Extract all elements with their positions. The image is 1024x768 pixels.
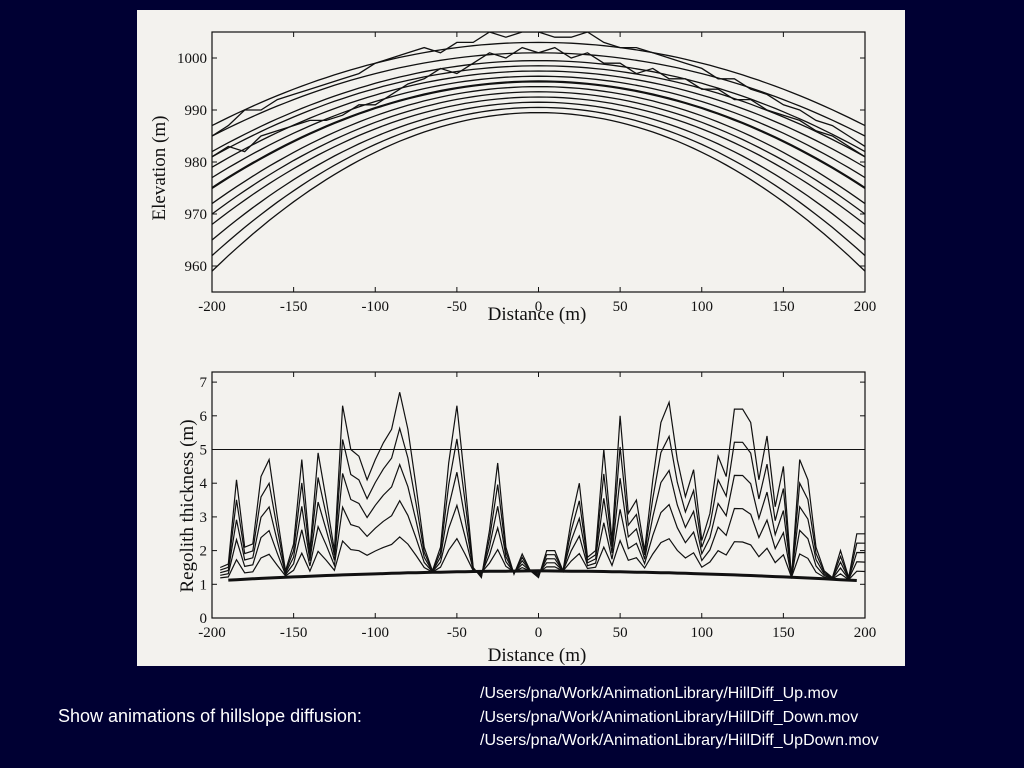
x-tick-label: 0	[535, 299, 543, 315]
y-tick-label: 990	[185, 103, 208, 119]
elevation-plot: -200 -150 -100 -50 0 50 100 150 200 960 970 980 990 1…	[149, 31, 876, 325]
y-tick-label: 5	[200, 443, 208, 459]
y-tick-label: 7	[200, 375, 208, 391]
elevation-profile-line	[212, 41, 865, 127]
x-tick-label: -50	[447, 299, 467, 315]
elevation-profile-line	[212, 111, 865, 273]
x-tick-label: -200	[198, 299, 226, 315]
elevation-profile-line	[212, 80, 865, 190]
elevation-x-axis-label: Distance (m)	[488, 304, 587, 325]
y-tick-label: 3	[200, 510, 208, 526]
elevation-profile-line	[212, 59, 865, 153]
x-tick-label: 150	[772, 299, 795, 315]
elevation-profile-line	[212, 96, 865, 226]
y-tick-label: 2	[200, 544, 208, 560]
regolith-x-axis-label: Distance (m)	[488, 645, 587, 666]
x-tick-label: -100	[362, 299, 390, 315]
elevation-y-axis-label: Elevation (m)	[149, 116, 170, 221]
regolith-y-axis-label: Regolith thickness (m)	[177, 419, 198, 592]
animation-file-path[interactable]: /Users/pna/Work/AnimationLibrary/HillDif…	[480, 732, 879, 749]
hillslope-diffusion-figure: -200 -150 -100 -50 0 50 100 150 2009609709809901…	[149, 31, 876, 666]
y-tick-label: 980	[185, 155, 208, 171]
elevation-profile-line	[212, 101, 865, 241]
y-tick-label: 4	[200, 476, 208, 492]
x-tick-label: 50	[613, 625, 628, 641]
animation-file-path[interactable]: /Users/pna/Work/AnimationLibrary/HillDif…	[480, 685, 838, 702]
x-tick-label: -150	[280, 625, 308, 641]
elevation-profile-line	[212, 75, 865, 179]
figure-panel: -200 -150 -100 -50 0 50 100 150 200 960 970 980 990 1…	[137, 10, 905, 666]
regolith-profile-line	[220, 426, 866, 581]
animations-caption: Show animations of hillslope diffusion:	[58, 706, 362, 726]
y-tick-label: 960	[185, 259, 208, 275]
elevation-lines	[212, 32, 865, 273]
elevation-profile-line	[212, 91, 865, 215]
y-tick-label: 6	[200, 409, 208, 425]
y-tick-label: 1	[200, 577, 208, 593]
regolith-profile-line	[220, 536, 866, 581]
x-tick-label: 100	[691, 625, 714, 641]
x-tick-label: 0	[535, 625, 543, 641]
regolith-profile-line	[220, 462, 866, 581]
rough-elevation-profile-line	[212, 46, 865, 158]
x-tick-label: 200	[854, 299, 877, 315]
rough-elevation-profile-line	[212, 32, 865, 147]
animation-file-path[interactable]: /Users/pna/Work/AnimationLibrary/HillDif…	[480, 708, 859, 726]
regolith-plot: -200 -150 -100 -50 0 50 100 150 200 0 1 2 3 4 5 6 7 Dist…	[177, 371, 876, 666]
regolith-profile-line	[220, 499, 866, 581]
x-tick-label: 50	[613, 299, 628, 315]
regolith-lines	[212, 392, 866, 582]
elevation-ticks: -200 -150 -100 -50 0 50 100 150 200 960 970 980 990 1…	[177, 32, 876, 315]
x-tick-label: -200	[198, 625, 226, 641]
elevation-profile-line	[212, 65, 865, 158]
y-tick-label: 0	[200, 611, 208, 627]
elevation-profile-line	[212, 106, 865, 257]
elevation-profile-line	[212, 70, 865, 168]
regolith-ticks: -200 -150 -100 -50 0 50 100 150 200 0 1 2 3 4 5 6 7	[198, 372, 876, 641]
animation-file-list: /Users/pna/Work/AnimationLibrary/HillDif…	[480, 682, 879, 753]
elevation-profile-line	[212, 85, 865, 205]
x-tick-label: -150	[280, 299, 308, 315]
x-tick-label: 150	[772, 625, 795, 641]
x-tick-label: -100	[362, 625, 390, 641]
y-tick-label: 1000	[177, 51, 207, 67]
x-tick-label: 100	[691, 299, 714, 315]
regolith-baseline-line	[228, 569, 857, 582]
x-tick-label: 200	[854, 625, 877, 641]
x-tick-label: -50	[447, 625, 467, 641]
y-tick-label: 970	[185, 207, 208, 223]
